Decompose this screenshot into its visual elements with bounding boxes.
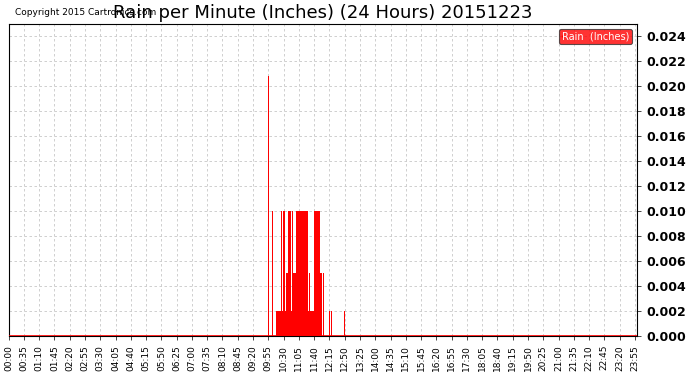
Legend: Rain  (Inches): Rain (Inches) <box>559 28 632 44</box>
Title: Rain per Minute (Inches) (24 Hours) 20151223: Rain per Minute (Inches) (24 Hours) 2015… <box>113 4 533 22</box>
Text: Copyright 2015 Cartronics.com: Copyright 2015 Cartronics.com <box>15 9 156 18</box>
